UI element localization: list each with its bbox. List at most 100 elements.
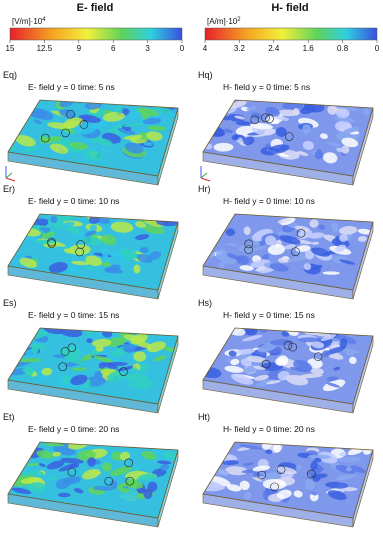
field-blob <box>339 338 348 349</box>
field-blob <box>203 485 225 492</box>
field-blob <box>65 265 80 273</box>
field-blob <box>307 467 324 475</box>
panel-title: E- field y = 0 time: 20 ns <box>28 424 119 434</box>
panel-title: H- field y = 0 time: 5 ns <box>223 82 310 92</box>
field-blob <box>68 244 91 256</box>
field-blob <box>110 479 118 490</box>
field-blob <box>215 249 228 261</box>
vortex-marker <box>67 343 77 352</box>
field-blob <box>310 491 318 496</box>
field-blob <box>304 479 315 490</box>
slab-top-edge <box>202 441 374 519</box>
field-blob <box>128 383 150 390</box>
vortex-marker <box>276 465 286 475</box>
field-blob <box>121 491 138 502</box>
panel-label: Hs) <box>198 298 212 308</box>
vortex-marker <box>75 247 84 257</box>
vortex-marker <box>306 469 316 479</box>
colorbar-tick-label: 3 <box>145 44 150 53</box>
axis-icon <box>5 177 16 182</box>
field-blob <box>246 355 266 363</box>
slab-top-edge <box>7 213 179 291</box>
field-blob <box>314 457 322 463</box>
field-blob <box>234 115 246 120</box>
field-blob <box>345 466 353 472</box>
field-blob <box>114 365 137 372</box>
field-blob <box>239 265 254 271</box>
field-blob <box>326 382 341 388</box>
field-blob <box>31 108 54 121</box>
field-blob <box>59 109 76 118</box>
field-blob <box>147 481 158 493</box>
axis-icon <box>200 172 208 179</box>
field-blob <box>245 245 267 254</box>
field-blob <box>336 335 357 344</box>
field-blob <box>111 451 123 461</box>
field-blob <box>50 143 69 154</box>
field-blob <box>73 488 84 494</box>
vortex-marker <box>119 367 128 376</box>
field-blob <box>335 464 356 474</box>
field-blob <box>339 225 358 235</box>
field-blob <box>311 341 325 349</box>
field-blob <box>50 216 58 224</box>
vortex-marker <box>313 352 323 361</box>
field-blob <box>239 444 262 450</box>
panel-title: H- field y = 0 time: 20 ns <box>223 424 315 434</box>
field-blob <box>334 116 356 123</box>
field-blob <box>11 487 32 495</box>
field-blob <box>141 110 149 120</box>
field-blob <box>101 247 109 259</box>
field-blob <box>119 248 138 259</box>
field-blob <box>312 473 328 479</box>
field-blob <box>303 263 312 271</box>
vortex-marker <box>104 476 114 486</box>
panel-label: Hq) <box>198 70 213 80</box>
slab-top-edge <box>7 327 179 405</box>
colorbar-tick-label: 4 <box>203 44 208 53</box>
panel-title: E- field y = 0 time: 10 ns <box>28 196 119 206</box>
field-blob <box>130 478 139 484</box>
field-blob <box>236 255 250 265</box>
vortex-marker <box>244 239 253 249</box>
colorbar-tick-label: 12.5 <box>37 44 53 53</box>
field-blob <box>143 141 153 146</box>
colorbar-tick-label: 6 <box>111 44 116 53</box>
field-blob <box>209 476 231 487</box>
field-blob <box>48 262 68 273</box>
field-blob <box>125 479 144 489</box>
field-blob <box>41 232 55 239</box>
field-blob <box>267 144 290 154</box>
unit-exponent: 2 <box>237 17 241 23</box>
vortex-marker <box>261 113 270 122</box>
panel-label: Hr) <box>198 184 211 194</box>
field-blob <box>336 147 344 153</box>
field-blob <box>123 122 143 127</box>
field-blob <box>346 351 355 357</box>
vortex-marker <box>60 347 70 356</box>
field-blob <box>318 224 326 230</box>
field-blob <box>231 134 240 141</box>
field-blob <box>146 131 163 141</box>
colorbar-tick-label: 2.4 <box>268 44 280 53</box>
field-blob <box>270 339 294 346</box>
field-blob <box>69 142 89 150</box>
field-blob <box>89 224 97 233</box>
field-blob <box>224 454 238 461</box>
vortex-marker <box>288 342 298 352</box>
field-blob <box>310 367 324 375</box>
vortex-marker <box>257 470 267 480</box>
vortex-marker <box>66 109 75 119</box>
field-blob <box>262 478 287 490</box>
field-blob <box>153 355 167 362</box>
field-blob <box>63 248 75 254</box>
field-blob <box>229 100 247 109</box>
field-blob <box>119 451 131 461</box>
field-blob <box>326 141 341 147</box>
field-blob <box>130 108 139 119</box>
field-blob <box>226 484 242 492</box>
field-blob <box>15 135 36 147</box>
colorbar-tick-label: 9 <box>77 44 82 53</box>
field-blob <box>97 138 113 146</box>
field-blob <box>71 260 90 266</box>
